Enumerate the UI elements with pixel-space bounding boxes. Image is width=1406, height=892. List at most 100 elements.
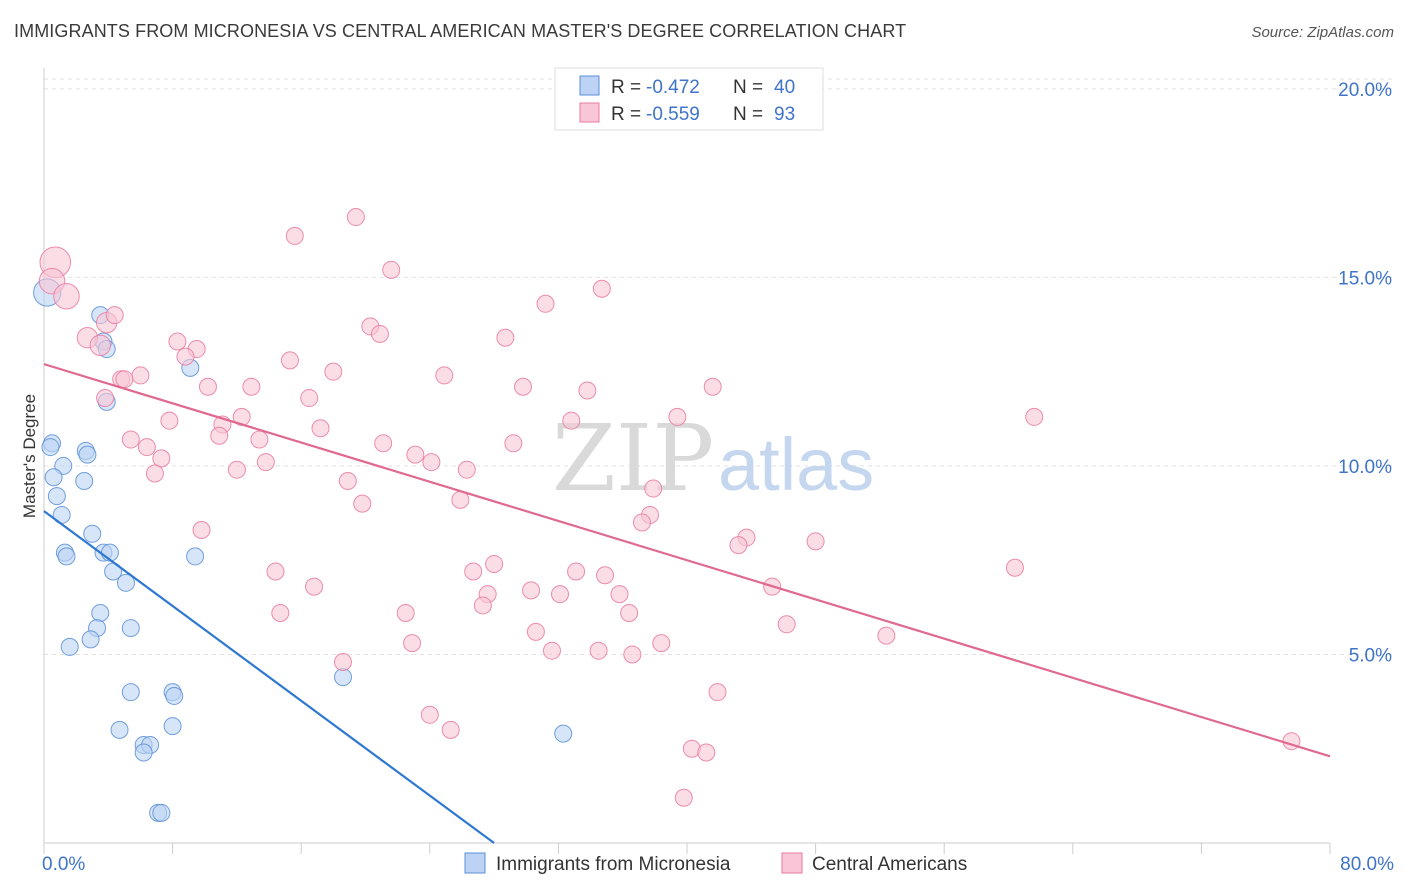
point-central-americans-40 bbox=[250, 430, 269, 449]
legend-box bbox=[554, 67, 824, 131]
point-central-americans-52 bbox=[644, 479, 663, 498]
point-central-americans-14 bbox=[496, 328, 515, 347]
point-central-americans-21 bbox=[131, 366, 150, 385]
point-micronesia-17 bbox=[57, 547, 76, 566]
point-central-americans-45 bbox=[256, 453, 275, 472]
point-central-americans-27 bbox=[578, 381, 597, 400]
point-micronesia-25 bbox=[121, 619, 140, 638]
point-central-americans-15 bbox=[168, 332, 187, 351]
point-central-americans-41 bbox=[374, 434, 393, 453]
point-central-americans-83 bbox=[589, 641, 608, 660]
point-central-americans-49 bbox=[457, 460, 476, 479]
trend-lines bbox=[43, 363, 1331, 844]
series-swatch-central-americans bbox=[781, 852, 803, 874]
point-central-americans-33 bbox=[1025, 407, 1044, 426]
y-tick-label-1: 10.0% bbox=[1338, 457, 1392, 478]
point-central-americans-56 bbox=[632, 513, 651, 532]
point-central-americans-51 bbox=[338, 472, 357, 491]
y-tick-label-2: 15.0% bbox=[1338, 268, 1392, 289]
legend-swatch-pink bbox=[579, 102, 600, 123]
legend-r-value-2: -0.559 bbox=[646, 104, 700, 125]
point-central-americans-60 bbox=[806, 532, 825, 551]
chart-title: IMMIGRANTS FROM MICRONESIA VS CENTRAL AM… bbox=[14, 21, 907, 41]
point-central-americans-78 bbox=[526, 622, 545, 641]
data-points bbox=[33, 208, 1301, 822]
y-tick-labels: 5.0% 10.0% 15.0% 20.0% bbox=[1338, 80, 1392, 667]
point-central-americans-61 bbox=[485, 554, 504, 573]
point-central-americans-23 bbox=[115, 370, 134, 389]
point-micronesia-20 bbox=[186, 547, 205, 566]
point-central-americans-73 bbox=[473, 596, 492, 615]
x-tick-label-max: 80.0% bbox=[1340, 854, 1394, 875]
point-central-americans-32 bbox=[668, 407, 687, 426]
point-central-americans-26 bbox=[514, 377, 533, 396]
point-central-americans-8 bbox=[382, 260, 401, 279]
point-micronesia-13 bbox=[47, 487, 66, 506]
point-central-americans-30 bbox=[300, 389, 319, 408]
point-micronesia-7 bbox=[41, 438, 60, 457]
point-central-americans-18 bbox=[280, 351, 299, 370]
point-central-americans-88 bbox=[441, 720, 460, 739]
y-tick-label-0: 5.0% bbox=[1349, 645, 1392, 666]
point-micronesia-15 bbox=[83, 524, 102, 543]
point-central-americans-44 bbox=[152, 449, 171, 468]
point-central-americans-84 bbox=[623, 645, 642, 664]
point-central-americans-36 bbox=[311, 419, 330, 438]
point-central-americans-19 bbox=[324, 362, 343, 381]
series-label-micronesia: Immigrants from Micronesia bbox=[496, 854, 731, 875]
point-central-americans-86 bbox=[708, 683, 727, 702]
point-micronesia-31 bbox=[165, 686, 184, 705]
point-central-americans-57 bbox=[192, 521, 211, 540]
point-central-americans-79 bbox=[877, 626, 896, 645]
legend-n-value-1: 40 bbox=[774, 77, 795, 98]
y-axis-label: Master's Degree bbox=[20, 394, 39, 518]
point-central-americans-25 bbox=[242, 377, 261, 396]
point-central-americans-54 bbox=[353, 494, 372, 513]
point-central-americans-5 bbox=[89, 334, 111, 356]
point-central-americans-81 bbox=[652, 634, 671, 653]
point-central-americans-59 bbox=[729, 536, 748, 555]
point-central-americans-43 bbox=[137, 438, 156, 457]
point-central-americans-74 bbox=[271, 603, 290, 622]
point-central-americans-67 bbox=[305, 577, 324, 596]
point-micronesia-39 bbox=[152, 803, 171, 822]
point-micronesia-34 bbox=[554, 724, 573, 743]
watermark: ZIP atlas bbox=[552, 405, 874, 512]
legend-n-label-2: N = bbox=[733, 104, 763, 125]
legend-r-label-2: R = bbox=[611, 104, 641, 125]
point-central-americans-10 bbox=[536, 294, 555, 313]
legend: R = -0.472 N = 40 R = -0.559 N = 93 bbox=[554, 67, 824, 131]
watermark-atlas: atlas bbox=[718, 423, 874, 506]
series-swatch-micronesia bbox=[464, 852, 486, 874]
point-central-americans-37 bbox=[562, 411, 581, 430]
point-central-americans-82 bbox=[542, 641, 561, 660]
series-label-central-americans: Central Americans bbox=[812, 854, 967, 875]
point-central-americans-13 bbox=[370, 324, 389, 343]
point-central-americans-70 bbox=[551, 585, 570, 604]
x-tick-label-min: 0.0% bbox=[42, 854, 85, 875]
point-central-americans-64 bbox=[464, 562, 483, 581]
point-central-americans-77 bbox=[777, 615, 796, 634]
point-central-americans-46 bbox=[406, 445, 425, 464]
point-central-americans-47 bbox=[422, 453, 441, 472]
legend-n-label-1: N = bbox=[733, 77, 763, 98]
legend-r-label-1: R = bbox=[611, 77, 641, 98]
point-central-americans-92 bbox=[674, 788, 693, 807]
point-central-americans-62 bbox=[1005, 558, 1024, 577]
point-central-americans-65 bbox=[567, 562, 586, 581]
point-micronesia-11 bbox=[44, 468, 63, 487]
legend-n-value-2: 93 bbox=[774, 104, 795, 125]
point-central-americans-7 bbox=[285, 226, 304, 245]
point-micronesia-27 bbox=[60, 637, 79, 656]
point-central-americans-24 bbox=[198, 377, 217, 396]
point-central-americans-90 bbox=[697, 743, 716, 762]
point-central-americans-72 bbox=[610, 585, 629, 604]
point-central-americans-39 bbox=[121, 430, 140, 449]
point-central-americans-11 bbox=[105, 306, 124, 325]
point-central-americans-63 bbox=[266, 562, 285, 581]
trend-line-central-americans bbox=[43, 363, 1331, 758]
point-central-americans-85 bbox=[333, 653, 352, 672]
point-central-americans-48 bbox=[227, 460, 246, 479]
point-micronesia-26 bbox=[81, 630, 100, 649]
